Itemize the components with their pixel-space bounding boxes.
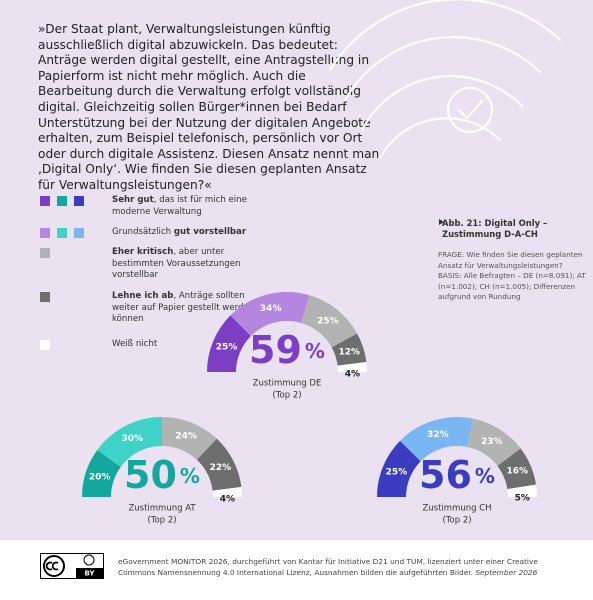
legend-label-bold: Sehr gut bbox=[112, 195, 154, 205]
summary-unit: % bbox=[305, 339, 325, 363]
legend-label: Weiß nicht bbox=[112, 339, 272, 351]
legend-swatch bbox=[57, 228, 67, 238]
donut-segment bbox=[377, 440, 421, 497]
caption-note: (Top 2) bbox=[147, 516, 176, 526]
value-label: 34% bbox=[260, 304, 282, 314]
legend-swatch bbox=[40, 196, 50, 206]
donut-segment bbox=[331, 333, 367, 366]
legend-label-text: , Anträge sollten weiter auf Papier gest… bbox=[112, 291, 255, 324]
license-badge: BY bbox=[40, 553, 104, 579]
license-by: BY bbox=[84, 570, 95, 578]
legend-swatch bbox=[40, 292, 50, 302]
legend-swatch bbox=[57, 196, 67, 206]
donut-segment bbox=[230, 292, 310, 336]
donut-segment bbox=[399, 417, 474, 462]
summary-unit: % bbox=[180, 464, 200, 488]
figure-note: FRAGE: Wie finden Sie diesen geplanten A… bbox=[438, 250, 588, 303]
value-label: 22% bbox=[210, 463, 232, 473]
value-label: 24% bbox=[175, 432, 197, 442]
decoration bbox=[328, 0, 562, 160]
figure-base: BASIS: Alle Befragten – DE (n=8.091); AT… bbox=[438, 271, 586, 301]
legend-swatch bbox=[40, 248, 50, 258]
footer-text: eGovernment MONITOR 2026, durchgeführt v… bbox=[118, 556, 558, 578]
summary: 59% bbox=[249, 328, 325, 372]
legend-swatch bbox=[40, 228, 50, 238]
legend-swatch bbox=[40, 340, 50, 350]
legend-label: Eher kritisch, aber unter bestimmten Vor… bbox=[112, 247, 272, 282]
donut-segment bbox=[337, 361, 367, 372]
value-label: 16% bbox=[506, 467, 528, 477]
donut-segment bbox=[162, 417, 217, 460]
donut-segment bbox=[497, 448, 537, 490]
summary-unit: % bbox=[475, 464, 495, 488]
summary: 56% bbox=[419, 453, 495, 497]
summary-value: 59 bbox=[249, 328, 302, 372]
footer-credit: eGovernment MONITOR 2026, durchgeführt v… bbox=[118, 557, 538, 577]
legend-label-text: Weiß nicht bbox=[112, 339, 158, 349]
value-label: 30% bbox=[121, 434, 143, 444]
caption-note: (Top 2) bbox=[442, 516, 471, 526]
caption: Zustimmung DE bbox=[253, 379, 322, 389]
summary: 50% bbox=[124, 453, 200, 497]
value-label: 12% bbox=[339, 347, 361, 357]
summary-value: 56 bbox=[419, 453, 472, 497]
value-label: 25% bbox=[216, 342, 238, 352]
donut-segment bbox=[212, 486, 242, 497]
legend-label-bold: Eher kritisch bbox=[112, 247, 174, 257]
donut-segment bbox=[97, 417, 162, 468]
caption: Zustimmung AT bbox=[128, 504, 196, 514]
value-label: 5% bbox=[515, 493, 530, 503]
legend-swatch bbox=[74, 196, 84, 206]
legend-label-bold: gut vorstellbar bbox=[173, 227, 247, 237]
value-label: 25% bbox=[317, 316, 339, 326]
summary-value: 50 bbox=[124, 453, 177, 497]
value-label: 23% bbox=[481, 437, 503, 447]
legend-label-text: Grundsätzlich bbox=[112, 227, 174, 237]
figure-question: FRAGE: Wie finden Sie diesen geplanten A… bbox=[438, 250, 583, 270]
footer: BY bbox=[0, 540, 593, 600]
caption-note: (Top 2) bbox=[272, 391, 301, 401]
donut-segment bbox=[507, 484, 537, 497]
caption: Zustimmung CH bbox=[422, 504, 491, 514]
legend-swatch bbox=[74, 228, 84, 238]
legend-label-text: , aber unter bestimmten Voraussetzungen … bbox=[112, 247, 241, 280]
figure-title: Abb. 21: Digital Only – Zustimmung D-A-C… bbox=[442, 218, 548, 239]
footer-date: September 2026 bbox=[475, 568, 538, 577]
donut-segment bbox=[207, 315, 251, 372]
question-text: »Der Staat plant, Verwaltungsleistungen … bbox=[38, 22, 380, 192]
legend-label-text: , das ist für mich eine moderne Verwaltu… bbox=[112, 195, 247, 217]
value-label: 4% bbox=[220, 494, 235, 504]
value-label: 32% bbox=[427, 430, 449, 440]
donut-segment bbox=[301, 295, 358, 348]
legend-label-bold: Lehne ich ab bbox=[112, 291, 174, 301]
value-label: 4% bbox=[345, 369, 360, 379]
value-label: 25% bbox=[386, 468, 408, 478]
donut-segment bbox=[196, 438, 242, 491]
figure-arrow bbox=[439, 219, 444, 225]
legend-label: Grundsätzlich gut vorstellbar bbox=[112, 227, 272, 239]
value-label: 20% bbox=[89, 472, 111, 482]
donut-segment bbox=[467, 418, 521, 467]
legend-label: Sehr gut, das ist für mich eine moderne … bbox=[112, 195, 272, 218]
legend-label: Lehne ich ab, Anträge sollten weiter auf… bbox=[112, 291, 272, 326]
donut-segment bbox=[82, 449, 121, 497]
